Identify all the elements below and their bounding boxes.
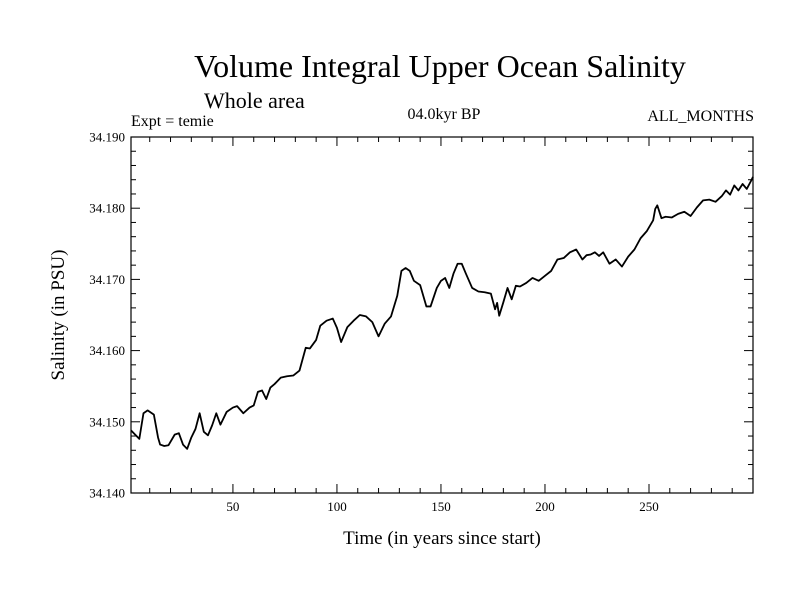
chart-subtitle: Whole area [204,88,305,113]
x-tick-label: 150 [431,499,451,514]
series-line-salinity [130,176,754,450]
plot-frame [130,136,754,494]
y-tick-label: 34.140 [89,486,125,501]
y-tick-label: 34.190 [89,130,125,145]
experiment-label: Expt = temie [131,113,214,130]
x-tick-label: 250 [639,499,659,514]
y-tick-label: 34.170 [89,272,125,287]
period-label: 04.0kyr BP [407,106,481,123]
y-tick-label: 34.160 [89,343,125,358]
y-tick-label: 34.180 [89,201,125,216]
months-label: ALL_MONTHS [647,108,754,125]
x-tick-label: 100 [327,499,347,514]
y-axis-label: Salinity (in PSU) [48,250,69,381]
x-tick-label: 200 [535,499,555,514]
x-axis-label: Time (in years since start) [343,528,541,549]
x-tick-label: 50 [226,499,239,514]
y-tick-label: 34.150 [89,414,125,429]
chart-title: Volume Integral Upper Ocean Salinity [194,48,686,84]
